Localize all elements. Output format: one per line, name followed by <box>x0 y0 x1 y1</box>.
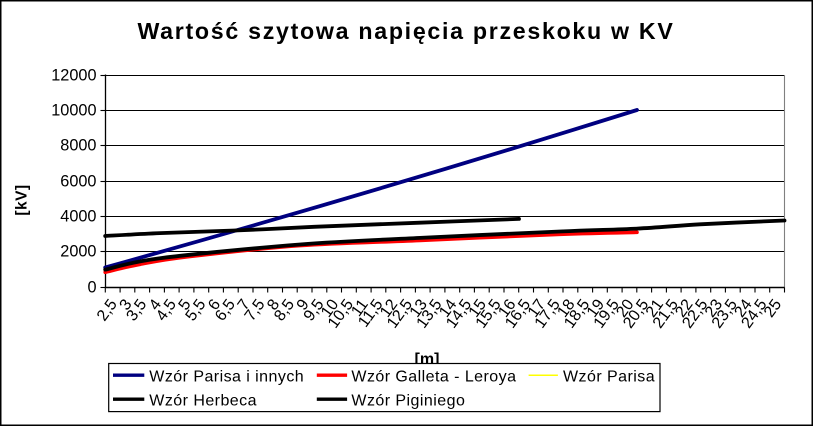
svg-text:4000: 4000 <box>60 208 96 226</box>
svg-text:Wzór Piginiego: Wzór Piginiego <box>351 392 465 409</box>
svg-text:[kV]: [kV] <box>14 184 31 215</box>
svg-text:10000: 10000 <box>51 102 96 120</box>
svg-text:8000: 8000 <box>60 137 96 155</box>
svg-text:2000: 2000 <box>60 243 96 261</box>
svg-text:Wzór Galleta - Leroya: Wzór Galleta - Leroya <box>351 368 516 385</box>
svg-text:12000: 12000 <box>51 67 96 85</box>
svg-text:0: 0 <box>87 279 96 297</box>
svg-text:Wzór Parisa: Wzór Parisa <box>563 368 655 385</box>
svg-text:Wartość szytowa napięcia przes: Wartość szytowa napięcia przeskoku w KV <box>137 18 674 44</box>
svg-text:Wzór Parisa i innych: Wzór Parisa i innych <box>149 368 304 385</box>
svg-text:11: 11 <box>348 296 372 320</box>
svg-text:Wzór Herbeca: Wzór Herbeca <box>149 392 257 409</box>
svg-text:6000: 6000 <box>60 173 96 191</box>
